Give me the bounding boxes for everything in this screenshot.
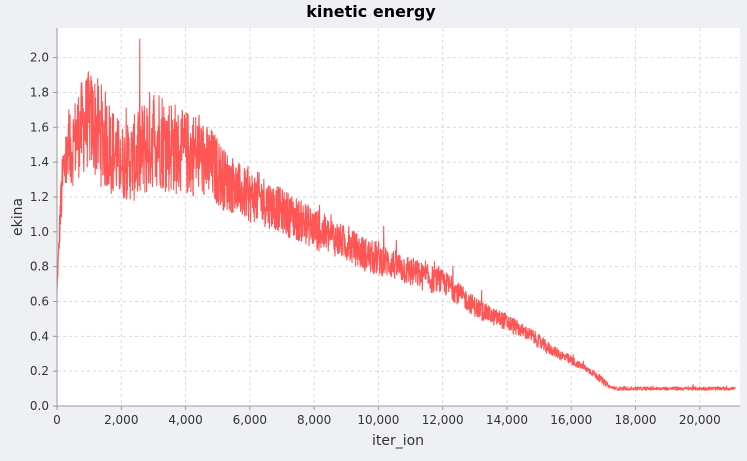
y-tick-label: 1.6 <box>30 120 49 134</box>
x-tick-label: 6,000 <box>233 413 267 427</box>
chart-title: kinetic energy <box>306 2 436 21</box>
y-tick-label: 0.8 <box>30 260 49 274</box>
y-tick-label: 1.0 <box>30 225 49 239</box>
plot-area <box>57 28 740 406</box>
x-tick-label: 18,000 <box>615 413 657 427</box>
y-tick-label: 1.8 <box>30 85 49 99</box>
x-axis-label: iter_ion <box>372 433 424 449</box>
x-tick-label: 12,000 <box>422 413 464 427</box>
y-ticks: 0.0 0.2 0.4 0.6 0.8 1.0 1.2 1.4 1.6 1.8 2.0 <box>30 51 57 413</box>
y-tick-label: 0.6 <box>30 294 49 308</box>
y-tick-label: 1.2 <box>30 190 49 204</box>
y-tick-label: 2.0 <box>30 51 49 65</box>
x-tick-label: 0 <box>53 413 61 427</box>
x-tick-label: 20,000 <box>679 413 721 427</box>
y-axis-label: ekina <box>10 198 26 236</box>
y-tick-label: 0.4 <box>30 329 49 343</box>
x-tick-label: 10,000 <box>357 413 399 427</box>
y-tick-label: 1.4 <box>30 155 49 169</box>
y-tick-label: 0.0 <box>30 399 49 413</box>
x-tick-label: 4,000 <box>168 413 202 427</box>
x-ticks: 0 2,000 4,000 6,000 8,000 10,000 12,000 14,000 1… <box>53 406 721 427</box>
x-tick-label: 14,000 <box>486 413 528 427</box>
series-line <box>56 38 736 391</box>
y-tick-label: 0.2 <box>30 364 49 378</box>
series-layer <box>56 38 736 391</box>
x-tick-label: 16,000 <box>550 413 592 427</box>
x-tick-label: 8,000 <box>297 413 331 427</box>
x-tick-label: 2,000 <box>104 413 138 427</box>
